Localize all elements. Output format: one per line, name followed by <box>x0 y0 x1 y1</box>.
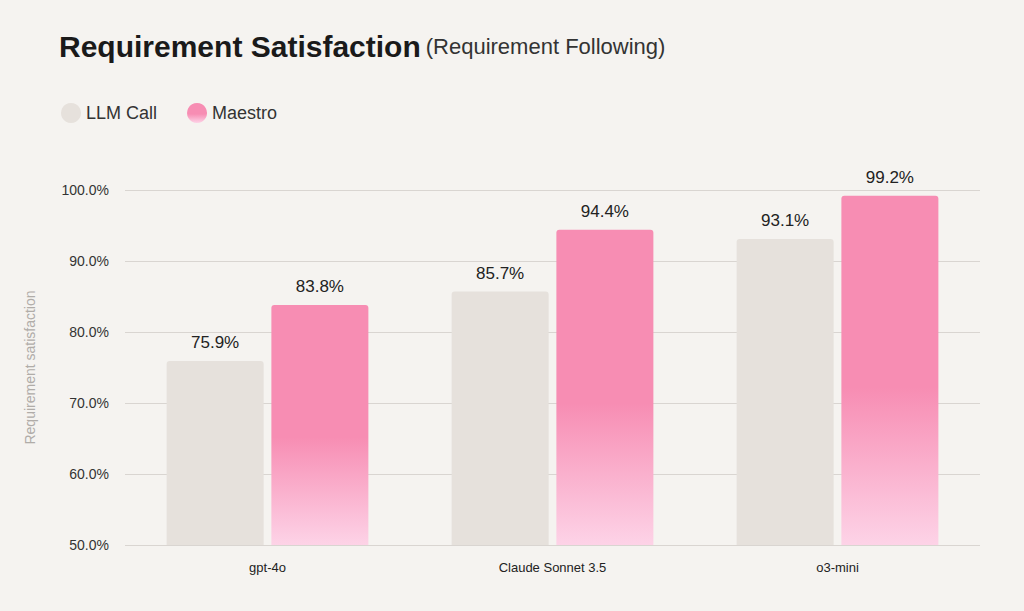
svg-text:90.0%: 90.0% <box>69 253 109 269</box>
svg-text:83.8%: 83.8% <box>296 277 344 296</box>
svg-text:Requirement Satisfaction: Requirement Satisfaction <box>59 30 421 63</box>
svg-text:LLM Call: LLM Call <box>86 103 157 123</box>
svg-text:o3-mini: o3-mini <box>816 560 859 575</box>
svg-text:Claude Sonnet 3.5: Claude Sonnet 3.5 <box>499 560 607 575</box>
svg-text:75.9%: 75.9% <box>191 333 239 352</box>
svg-text:50.0%: 50.0% <box>69 537 109 553</box>
svg-text:70.0%: 70.0% <box>69 395 109 411</box>
svg-text:99.2%: 99.2% <box>866 168 914 187</box>
svg-text:94.4%: 94.4% <box>581 202 629 221</box>
svg-text:100.0%: 100.0% <box>62 182 109 198</box>
svg-text:85.7%: 85.7% <box>476 264 524 283</box>
svg-text:60.0%: 60.0% <box>69 466 109 482</box>
svg-text:(Requirement Following): (Requirement Following) <box>426 34 666 59</box>
svg-text:80.0%: 80.0% <box>69 324 109 340</box>
svg-text:gpt-4o: gpt-4o <box>249 560 286 575</box>
svg-text:93.1%: 93.1% <box>761 211 809 230</box>
svg-text:Requirement satisfaction: Requirement satisfaction <box>22 290 38 444</box>
svg-text:Maestro: Maestro <box>212 103 277 123</box>
